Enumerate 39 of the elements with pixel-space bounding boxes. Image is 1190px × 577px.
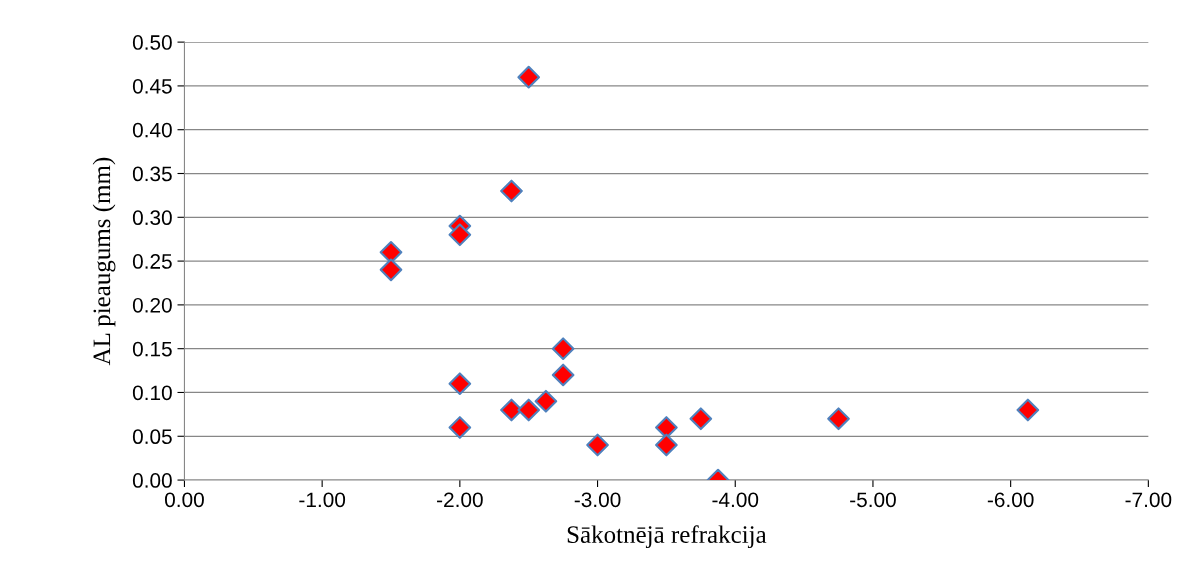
y-tick-label: 0.25 — [132, 254, 172, 269]
x-tick-label: -2.00 — [437, 492, 483, 508]
y-tick-label: 0.45 — [132, 78, 172, 94]
x-tick-label: -1.00 — [299, 492, 346, 508]
y-tick-label: 0.40 — [132, 122, 172, 138]
point — [379, 240, 403, 264]
point — [655, 416, 678, 439]
point — [551, 363, 575, 387]
y-tick-label: 0.10 — [132, 385, 172, 401]
point — [827, 407, 850, 431]
y-tick-label: 0.35 — [132, 166, 172, 182]
y-tick-label: 0.20 — [132, 297, 172, 313]
point — [517, 398, 541, 422]
x-tick-label: -6.00 — [987, 492, 1034, 508]
y-tick-label: 0.30 — [132, 210, 172, 226]
x-tick-label: -4.00 — [712, 492, 759, 508]
x-tick-label: -3.00 — [574, 492, 621, 508]
x-tick-label: 0.00 — [164, 492, 204, 508]
point — [1016, 398, 1040, 422]
point — [448, 372, 472, 396]
point — [500, 179, 523, 203]
point — [517, 65, 541, 89]
y-tick-label: 0.50 — [132, 35, 172, 50]
y-axis-title: AL pieaugums (mm) — [92, 157, 116, 366]
y-tick-label: 0.05 — [132, 429, 172, 445]
x-axis-title: Sākotnējā refrakcija — [567, 525, 767, 549]
point — [551, 337, 575, 361]
y-tick-label: 0.15 — [132, 341, 172, 357]
point — [500, 398, 523, 422]
point — [689, 407, 713, 431]
point — [586, 433, 609, 457]
x-tick-label: -7.00 — [1125, 492, 1172, 508]
point — [534, 389, 558, 413]
point — [655, 433, 678, 457]
y-tick-label: 0.00 — [132, 473, 172, 488]
point — [448, 416, 472, 439]
point — [448, 223, 472, 247]
point — [379, 258, 403, 282]
x-tick-label: -5.00 — [850, 492, 896, 508]
